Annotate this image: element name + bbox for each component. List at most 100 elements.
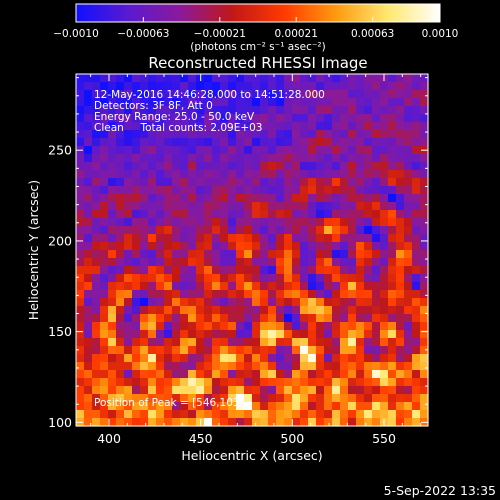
heatmap-cell [228, 298, 237, 307]
heatmap-cell [180, 410, 189, 419]
heatmap-cell [308, 194, 317, 203]
heatmap-cell [260, 234, 269, 243]
heatmap-cell [124, 282, 133, 291]
heatmap-cell [132, 82, 141, 91]
heatmap-cell [388, 218, 397, 227]
heatmap-cell [156, 242, 165, 251]
heatmap-cell [116, 74, 125, 83]
heatmap-cell [372, 346, 381, 355]
heatmap-cell [372, 402, 381, 411]
heatmap-cell [316, 378, 325, 387]
heatmap-cell [292, 74, 301, 83]
heatmap-cell [188, 290, 197, 299]
heatmap-cell [180, 162, 189, 171]
heatmap-cell [292, 90, 301, 99]
heatmap-cell [140, 266, 149, 275]
heatmap-cell [172, 98, 181, 107]
heatmap-cell [308, 178, 317, 187]
heatmap-cell [188, 154, 197, 163]
heatmap-cell [308, 266, 317, 275]
y-axis-label: Heliocentric Y (arcsec) [26, 180, 41, 320]
heatmap-cell [196, 210, 205, 219]
heatmap-cell [268, 410, 277, 419]
heatmap-cell [252, 202, 261, 211]
heatmap-cell [180, 226, 189, 235]
heatmap-cell [420, 378, 429, 387]
heatmap-cell [132, 418, 141, 427]
colorbar-ticks: −0.0010 −0.00063 −0.00021 0.00021 0.00063 0.0… [53, 17, 458, 40]
heatmap-cell [268, 394, 277, 403]
heatmap-cell [228, 162, 237, 171]
heatmap-cell [332, 314, 341, 323]
heatmap-cell [244, 226, 253, 235]
heatmap-cell [84, 114, 93, 123]
heatmap-cell [388, 386, 397, 395]
heatmap-cell [140, 338, 149, 347]
heatmap-cell [84, 338, 93, 347]
y-tick-label: 200 [48, 233, 72, 248]
heatmap-cell [116, 98, 125, 107]
heatmap-cell [412, 122, 421, 131]
heatmap-cell [84, 290, 93, 299]
heatmap-cell [140, 194, 149, 203]
heatmap-cell [396, 98, 405, 107]
heatmap-cell [324, 322, 333, 331]
heatmap-cell [76, 178, 85, 187]
heatmap-cell [220, 98, 229, 107]
heatmap-cell [372, 90, 381, 99]
heatmap-cell [164, 218, 173, 227]
heatmap-cell [364, 90, 373, 99]
heatmap-cell [188, 202, 197, 211]
heatmap-cell [92, 322, 101, 331]
heatmap-cell [388, 338, 397, 347]
heatmap-cell [148, 282, 157, 291]
heatmap-cell [308, 250, 317, 259]
heatmap-cell [316, 106, 325, 115]
heatmap-cell [116, 282, 125, 291]
heatmap-cell [364, 186, 373, 195]
heatmap-cell [148, 170, 157, 179]
heatmap-cell [420, 170, 429, 179]
heatmap-cell [268, 146, 277, 155]
heatmap-cell [252, 226, 261, 235]
heatmap-cell [332, 154, 341, 163]
heatmap-cell [340, 114, 349, 123]
heatmap-cell [116, 258, 125, 267]
heatmap-cell [180, 74, 189, 83]
heatmap-cell [148, 290, 157, 299]
heatmap-cell [300, 138, 309, 147]
heatmap-cell [156, 258, 165, 267]
heatmap-cell [196, 242, 205, 251]
heatmap-cell [404, 410, 413, 419]
heatmap-cell [412, 162, 421, 171]
heatmap-cell [268, 202, 277, 211]
heatmap-cell [148, 226, 157, 235]
heatmap-cell [244, 234, 253, 243]
heatmap-cell [172, 362, 181, 371]
heatmap-cell [188, 178, 197, 187]
heatmap-cell [204, 242, 213, 251]
heatmap-cell [244, 410, 253, 419]
heatmap-cell [188, 98, 197, 107]
heatmap-cell [308, 82, 317, 91]
heatmap-cell [388, 378, 397, 387]
heatmap-cell [300, 194, 309, 203]
heatmap-cell [396, 274, 405, 283]
heatmap-cell [92, 418, 101, 427]
heatmap-cell [380, 122, 389, 131]
heatmap-cell [100, 82, 109, 91]
heatmap-cell [140, 186, 149, 195]
heatmap-cell [76, 226, 85, 235]
heatmap-cell [300, 226, 309, 235]
heatmap-cell [396, 402, 405, 411]
heatmap-cell [92, 186, 101, 195]
heatmap-cell [316, 418, 325, 427]
heatmap-cell [180, 242, 189, 251]
heatmap-cell [260, 314, 269, 323]
heatmap-cell [108, 402, 117, 411]
heatmap-cell [228, 314, 237, 323]
heatmap-cell [276, 290, 285, 299]
heatmap-cell [228, 218, 237, 227]
heatmap-cell [172, 194, 181, 203]
